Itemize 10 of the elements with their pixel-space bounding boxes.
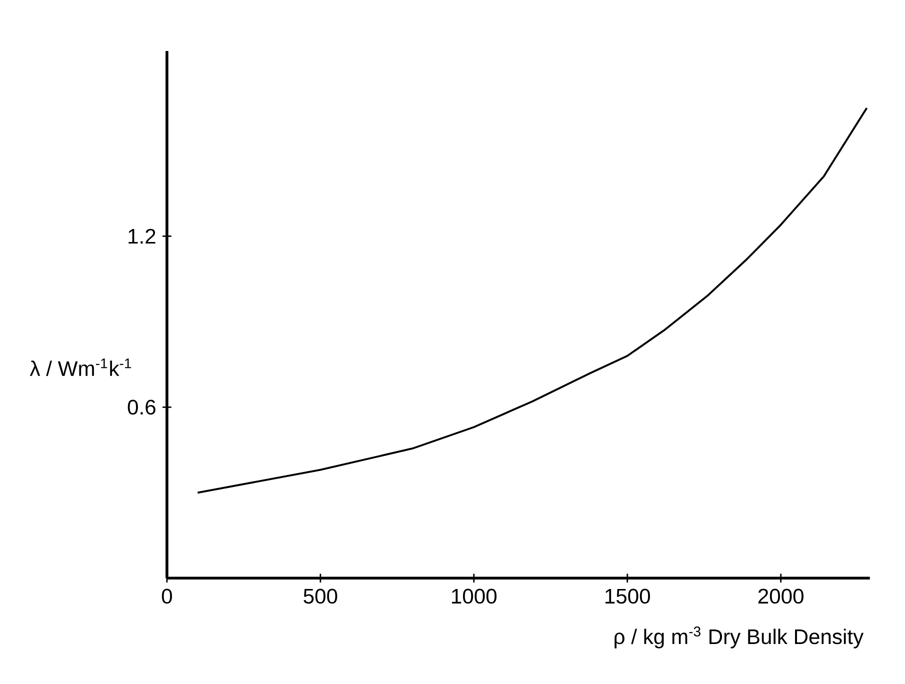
x-tick-label: 500	[304, 588, 338, 604]
y-axis-title: λ / Wm$^{-1}$k$^{-1}$	[30, 358, 132, 376]
y-tick-label: 1.2	[128, 229, 156, 244]
x-tick-label: 0	[162, 588, 172, 604]
x-axis-title: ρ / kg m$^{-3}$ Dry Bulk Density	[614, 626, 864, 649]
line-series	[196, 107, 868, 494]
y-tick-label: 0.6	[128, 400, 156, 415]
x-tick-label: 1500	[606, 588, 650, 604]
x-tick-label: 2000	[758, 588, 804, 604]
x-tick-label: 1000	[452, 588, 497, 604]
